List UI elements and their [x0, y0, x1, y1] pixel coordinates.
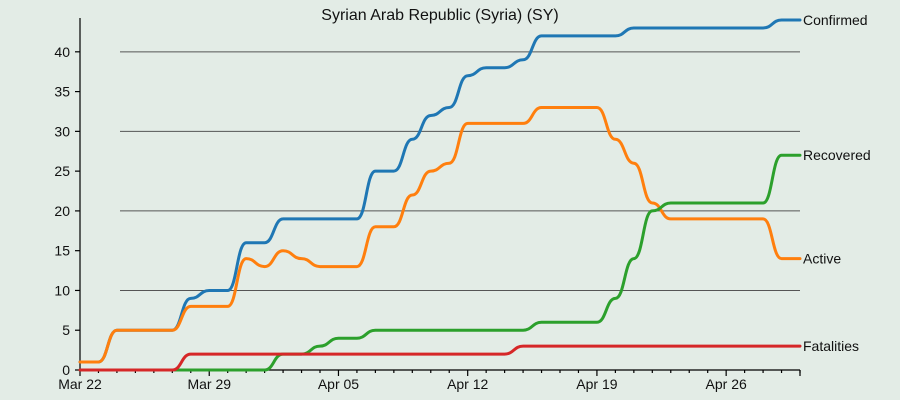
y-tick-label: 25 — [54, 163, 70, 179]
series-line-active — [78, 106, 802, 364]
y-tick-label: 10 — [54, 282, 70, 298]
series-lines — [78, 18, 802, 372]
y-tick-label: 0 — [62, 362, 70, 378]
x-tick-label: Apr 19 — [576, 376, 617, 392]
x-tick-label: Apr 12 — [447, 376, 488, 392]
axes: 0 5 10 15 20 25 30 35 40 Mar 22 Mar 29 Apr 05 Apr 12… — [54, 18, 801, 392]
grid — [120, 51, 800, 291]
series-label-confirmed: Confirmed — [803, 12, 868, 28]
series-line-confirmed — [78, 18, 802, 364]
x-tick-label: Apr 26 — [706, 376, 747, 392]
y-tick-label: 40 — [54, 44, 70, 60]
series-labels: Confirmed Active Recovered Fatalities — [803, 12, 871, 354]
y-tick-label: 30 — [54, 123, 70, 139]
series-line-recovered — [78, 153, 802, 372]
x-tick-label: Mar 29 — [187, 376, 231, 392]
chart-title: Syrian Arab Republic (Syria) (SY) — [321, 7, 558, 24]
series-line-fatalities — [78, 344, 802, 372]
y-tick-label: 5 — [62, 322, 70, 338]
x-tick-label: Apr 05 — [318, 376, 359, 392]
series-label-active: Active — [803, 251, 841, 267]
y-tick-label: 35 — [54, 84, 70, 100]
series-label-fatalities: Fatalities — [803, 338, 859, 354]
x-tick-label: Mar 22 — [58, 376, 102, 392]
y-tick-label: 15 — [54, 243, 70, 259]
y-tick-label: 20 — [54, 203, 70, 219]
series-label-recovered: Recovered — [803, 147, 871, 163]
